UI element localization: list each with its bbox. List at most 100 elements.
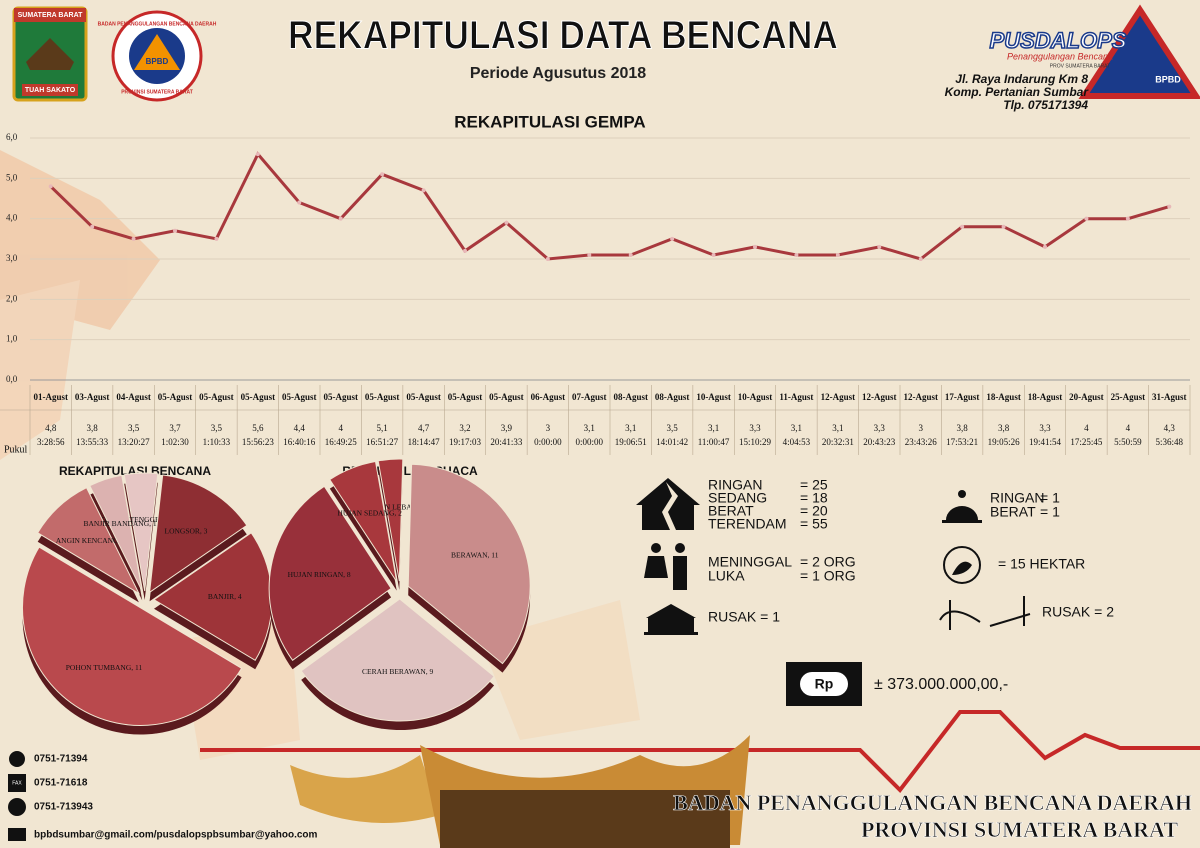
x-tick-label: 05-Agust [448,392,483,402]
y-tick-label: 5,0 [6,172,18,182]
time-label: 18:14:47 [408,437,441,447]
value-label: 4 [1084,423,1089,433]
roof-illustration [290,735,750,848]
time-label: 16:49:25 [325,437,358,447]
x-tick-label: 20-Agust [1069,392,1104,402]
time-label: 20:43:23 [863,437,896,447]
value-label: 4,8 [45,423,57,433]
point [214,236,219,241]
logo-sumbar: SUMATERA BARAT TUAH SAKATO [12,6,88,102]
contact: 0751-713943 [34,802,93,813]
point [960,224,965,229]
fax-icon-text: FAX [12,780,22,786]
value-label: 4,3 [1164,423,1176,433]
slice-label: LONGSOR, 3 [165,526,208,535]
value-label: 3 [546,423,551,433]
icon-whatsapp [8,798,26,816]
point [1084,216,1089,221]
value-label: 3,3 [1039,423,1051,433]
point [1043,244,1047,249]
x-tick-label: 12-Agust [903,392,938,402]
time-label: 15:56:23 [242,437,275,447]
stat-label: RINGAN [990,490,1044,506]
time-label: 19:06:51 [615,437,647,447]
value-label: 3,8 [957,423,969,433]
point [1167,204,1172,209]
money-icon-text: Rp [815,676,834,692]
stat-label: SEDANG [708,490,767,506]
icon-fax: FAX [8,774,26,792]
stat-value: = 1 [1040,504,1060,520]
value-label: 3,1 [708,423,719,433]
icon-people [644,543,687,590]
logo-text: BADAN PENANGGULANGAN BENCANA DAERAH [98,21,217,27]
icon-mail [8,828,26,841]
stat-label: BERAT [708,503,754,519]
time-label: 16:40:16 [283,437,316,447]
logo-text: BPBD [1155,74,1181,84]
stat-value: = 1 ORG [800,568,856,584]
point [628,252,633,257]
address: Tlp. 075171394 [1003,98,1088,112]
slice-label: BANJIR BANDANG, 1 [84,519,157,528]
value-label: 3,1 [625,423,636,433]
slice-label: HUJAN RINGAN, 8 [288,570,351,579]
stat-label: MENINGGAL [708,554,792,570]
point [338,216,343,221]
value-label: 3,3 [874,423,886,433]
slice-label: ORANG TENGGELAM, 1 [101,515,184,524]
point [545,257,550,261]
x-tick-label: 05-Agust [365,392,400,402]
series-line [49,151,1170,261]
time-label: 23:43:26 [905,437,938,447]
icon-building [644,604,698,635]
x-tick-label: 05-Agust [241,392,276,402]
decor-line [200,710,1200,794]
time-label: 17:25:45 [1070,437,1103,447]
x-tick-label: 08-Agust [655,392,690,402]
stat-text: = 15 HEKTAR [998,556,1085,572]
value-label: 4,4 [294,423,306,433]
time-label: 14:01:42 [656,437,688,447]
point [670,236,675,241]
slice-label: HUJAN LEBAT, 1 [366,503,423,512]
pie-slice [21,546,243,726]
stat-label: RINGAN [708,477,762,493]
time-label: 0:00:00 [534,437,562,447]
pie-slice [123,472,159,592]
logo-text: PROVINSI SUMATERA BARAT [121,89,193,95]
pie-slice [407,463,531,665]
logo-text: PROV SUMATERA BARAT [1050,63,1110,69]
pie-slice [37,487,141,595]
point [297,200,302,205]
stat-value: = 18 [800,490,828,506]
y-tick-label: 2,0 [6,293,18,303]
value-label: 5,6 [252,423,264,433]
contact: 0751-71394 [34,754,88,765]
x-tick-label: 05-Agust [489,392,524,402]
logo-bpbd: BADAN PENANGGULANGAN BENCANA DAERAH BPBD… [98,10,217,102]
x-tick-label: 18-Agust [986,392,1021,402]
point [877,244,882,249]
stat-value: = 25 [800,477,828,493]
value-label: 3,1 [584,423,595,433]
value-label: 3,7 [169,423,181,433]
value-label: 3,5 [211,423,223,433]
slice-label: BERAWAN, 11 [451,551,499,560]
point [48,184,53,189]
point [131,236,136,241]
x-tick-label: 05-Agust [158,392,193,402]
stat-label: BERAT [990,504,1036,520]
stat-value: = 2 ORG [800,554,856,570]
stat-value: = 1 [1040,490,1060,506]
x-tick-label: 03-Agust [75,392,110,402]
slice-label: CERAH BERAWAN, 9 [362,667,434,676]
point [90,224,95,229]
x-tick-label: 01-Agust [33,392,68,402]
value-label: 3,2 [459,423,470,433]
time-label: 17:53:21 [946,437,978,447]
point [753,244,757,249]
time-label: 3:28:56 [37,437,65,447]
slice-label: POHON TUMBANG, 11 [66,663,143,672]
point [1125,216,1130,221]
